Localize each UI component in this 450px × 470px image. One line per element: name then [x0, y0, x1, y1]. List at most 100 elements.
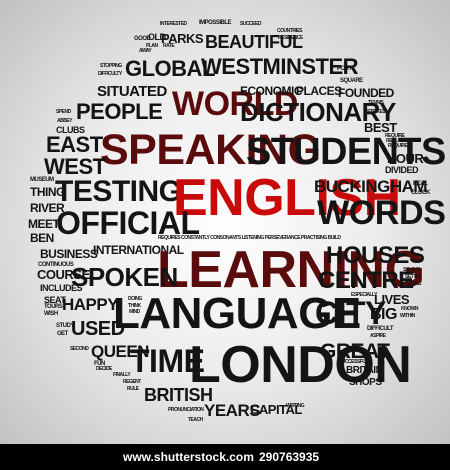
cloud-word: BEST	[364, 120, 397, 135]
cloud-word: BEAUTIFUL	[205, 32, 303, 52]
cloud-word: WORDS	[317, 194, 446, 232]
cloud-word: REAL	[413, 181, 428, 187]
cloud-word: MEET	[28, 217, 60, 231]
cloud-word: HOUSES	[326, 242, 425, 269]
cloud-word: KNOWN	[401, 306, 418, 312]
cloud-word: ABBEY	[57, 118, 73, 124]
watermark-bar: www.shutterstock.com 290763935	[0, 444, 450, 470]
cloud-word: GOOD	[134, 36, 151, 42]
cloud-word: DECIDE	[96, 366, 112, 372]
cloud-word: PLAN	[146, 43, 158, 49]
cloud-word: CLUBS	[56, 125, 85, 135]
cloud-word: WITHIN	[400, 313, 415, 319]
cloud-word: GLOBAL	[125, 56, 215, 81]
cloud-word: TEACH	[188, 417, 203, 423]
cloud-word: REQUIRE	[385, 133, 405, 139]
cloud-word: SITUATED	[97, 83, 167, 100]
cloud-word: SCHOOL	[403, 267, 422, 273]
cloud-word: LEARNING	[157, 241, 425, 299]
cloud-word: INCLUDES	[40, 283, 83, 293]
cloud-word: BRITAIN	[346, 365, 383, 376]
cloud-word: BEN	[30, 231, 54, 245]
watermark-site: www.shutterstock.com	[123, 450, 254, 464]
cloud-word: PARKS	[161, 31, 204, 46]
cloud-word: REQUIRES CONSTANTLY CONSONANTS LISTENING…	[158, 235, 341, 241]
cloud-word: COUNTRIES	[277, 28, 302, 34]
cloud-word: SPEAKING	[100, 126, 321, 174]
cloud-word: SEAT	[44, 295, 66, 305]
cloud-word: SQUARE	[340, 78, 363, 84]
cloud-word: CAPITAL	[250, 402, 302, 417]
cloud-word: LIVES	[374, 292, 410, 307]
cloud-word: REQUIRED	[386, 138, 409, 144]
cloud-word: USED	[71, 318, 125, 340]
cloud-word: WISH	[44, 311, 58, 317]
cloud-word: CONTINUOUS	[38, 262, 74, 268]
cloud-word: RIVER	[30, 201, 65, 215]
cloud-word: CITY	[315, 295, 386, 331]
cloud-word: DIFFICULT	[367, 326, 394, 332]
cloud-word: THING	[30, 185, 65, 199]
cloud-word: SPOKEN	[71, 262, 178, 292]
cloud-word: QUEEN	[91, 342, 149, 361]
cloud-word: YEARS	[204, 401, 261, 420]
cloud-word: BRITISH	[144, 385, 213, 405]
cloud-word: ASPIRE	[370, 333, 386, 339]
cloud-word: IMPOSSIBLE	[199, 20, 232, 26]
cloud-word: HOUR	[387, 151, 424, 166]
cloud-word: COURSE	[37, 267, 90, 282]
cloud-word: WORLD	[172, 85, 298, 123]
cloud-word: WRITING	[286, 403, 305, 409]
cloud-word: THINK	[128, 303, 141, 309]
watermark-image-id: 290763935	[259, 450, 320, 464]
cloud-word: FOUNDED	[338, 86, 394, 100]
cloud-word: TOURS	[44, 304, 63, 310]
cloud-word: SUCCESSFUL	[339, 359, 368, 365]
cloud-word: ECONOMIC	[240, 84, 303, 98]
cloud-word: BUCKINGHAM	[314, 177, 428, 196]
cloud-word: BELL	[192, 253, 206, 259]
cloud-word: REQUIRE	[388, 143, 408, 149]
cloud-word: BUSINESS	[40, 247, 98, 261]
cloud-word: PEOPLE	[76, 99, 163, 124]
cloud-word: TOWNS	[405, 281, 422, 287]
cloud-word: GET	[57, 331, 68, 337]
cloud-word: PRONUNCIATION	[168, 407, 204, 413]
cloud-word: SHOPS	[349, 377, 382, 388]
cloud-word: EAST	[46, 132, 103, 157]
cloud-word: CLOCK	[411, 190, 430, 196]
cloud-word: RATE	[163, 43, 175, 49]
cloud-word: SPEND	[56, 109, 71, 115]
cloud-word: TESTING	[55, 175, 182, 208]
cloud-word: REGENT	[123, 379, 141, 385]
cloud-word: OLD	[148, 32, 166, 42]
cloud-word: INTERNATIONAL	[93, 243, 184, 257]
cloud-word: SUCCEED	[240, 21, 261, 27]
cloud-word: DIFFICULTY	[98, 71, 122, 77]
cloud-word: WEST	[44, 154, 106, 179]
cloud-word: TIME	[130, 343, 205, 379]
cloud-word: STUDENTS	[246, 131, 446, 173]
cloud-word: HAPPY	[62, 295, 119, 314]
cloud-word: LANGUAGE	[113, 289, 361, 338]
cloud-word: OFFICIAL	[56, 205, 200, 241]
cloud-word: INTERESTED	[160, 21, 187, 27]
cloud-word: ESPECIALLY	[351, 292, 377, 298]
cloud-word: ENGLISH	[173, 169, 401, 227]
cloud-word: LONDON	[189, 336, 412, 394]
cloud-word: FUN	[94, 361, 105, 367]
cloud-word: DOING	[128, 296, 142, 302]
cloud-word: STOPPING	[100, 63, 122, 69]
cloud-word: AWAY	[139, 48, 152, 54]
cloud-word: MUSEUM	[30, 177, 54, 183]
cloud-word: DIVIDED	[385, 165, 419, 175]
cloud-word: DICTIONARY	[240, 97, 396, 127]
cloud-word: SETTLE	[405, 274, 422, 280]
cloud-word: TENNIS	[368, 100, 384, 106]
cloud-word: WESTMINSTER	[201, 54, 359, 79]
cloud-word: RESIDENCE	[278, 35, 303, 41]
cloud-word: FINALLY	[113, 372, 131, 378]
cloud-word: CENTRE	[318, 267, 414, 294]
cloud-word: GREAT	[320, 340, 390, 363]
